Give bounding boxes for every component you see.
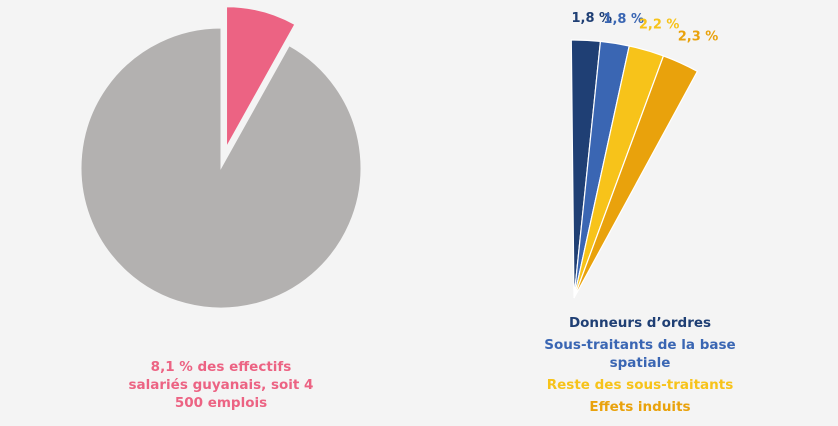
value-label: 1,8 %	[603, 12, 644, 27]
pie-slice	[80, 27, 362, 309]
value-label: 2,2 %	[639, 17, 680, 32]
fan-wedge	[573, 55, 699, 299]
legend-entry: Sous-traitants de la base spatiale	[544, 337, 736, 371]
legend-entry: Effets induits	[589, 399, 691, 415]
legend-entry: Donneurs d’ordres	[568, 315, 712, 331]
value-label: 1,8 %	[571, 11, 612, 26]
pie-slice	[226, 6, 296, 149]
value-label: 2,3 %	[678, 29, 719, 44]
legend-entry: Reste des sous-traitants	[546, 377, 734, 393]
annotation: 8,1 % des effectifs salariés guyanais, s…	[128, 359, 314, 411]
legend: Donneurs d’ordres Sous-traitants de la ba…	[530, 314, 750, 420]
